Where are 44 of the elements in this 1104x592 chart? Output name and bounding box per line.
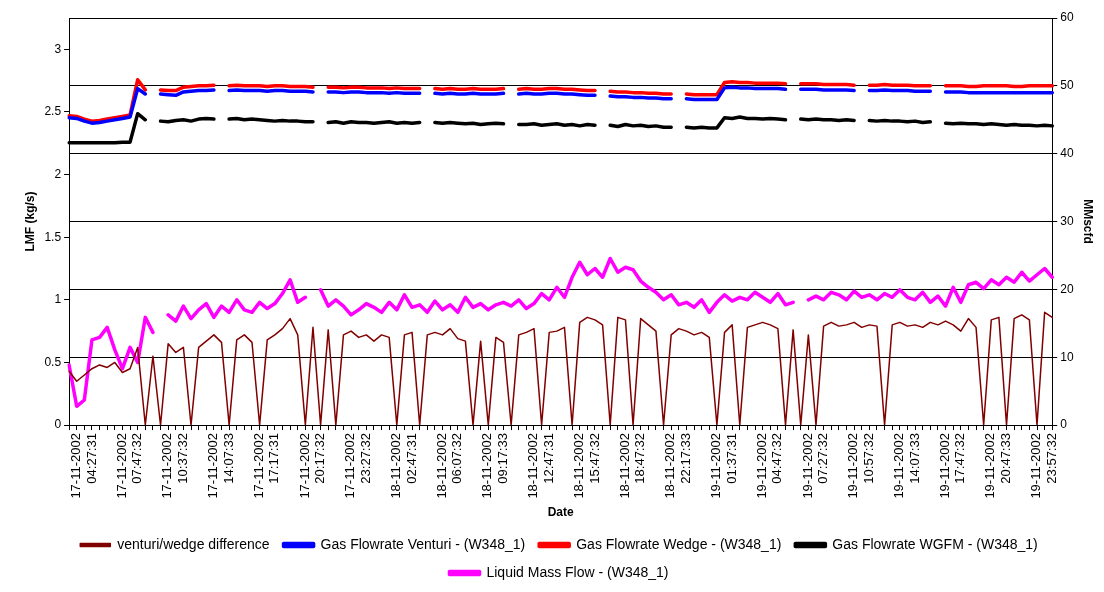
x-tick-label: 17-11-2002 10:37:32 [159,433,190,499]
x-tick-label: 19-11-2002 10:57:32 [845,433,876,499]
y-axis-title: LMF (kg/s) [22,191,37,252]
x-tick-label: 18-11-2002 15:47:32 [570,433,602,499]
legend-label: Gas Flowrate WGFM - (W348_1) [832,535,1038,552]
legend-label: Gas Flowrate Wedge - (W348_1) [576,535,782,552]
x-tick-label: 19-11-2002 04:47:32 [753,433,785,499]
x-tick-label: 19-11-2002 17:47:32 [936,433,968,499]
x-tick-label: 17-11-2002 14:07:33 [205,433,236,499]
y-tick-label: 1 [54,292,62,307]
y-tick-label: 1.5 [44,229,62,244]
y-tick-label: 2 [54,166,62,181]
y2-tick-label: 60 [1060,10,1074,25]
y-tick-label: 2.5 [44,104,62,119]
x-tick-label: 19-11-2002 20:47:33 [982,433,1014,499]
x-axis-title: Date [547,505,574,520]
legend-label: venturi/wedge difference [117,535,270,552]
y2-tick-label: 20 [1060,281,1074,296]
x-tick-label: 18-11-2002 02:47:31 [388,433,419,499]
x-tick-label: 17-11-2002 07:47:32 [113,433,145,499]
y2-tick-label: 30 [1060,213,1074,228]
x-tick-label: 18-11-2002 18:47:32 [616,433,648,499]
x-tick-label: 17-11-2002 04:27:31 [67,433,99,499]
x-tick-label: 19-11-2002 01:37:31 [708,433,739,499]
x-tick-label: 18-11-2002 09:17:33 [479,433,511,499]
x-tick-label: 17-11-2002 17:17:31 [250,433,282,499]
x-tick-label: 18-11-2002 06:07:32 [433,433,465,499]
y2-tick-label: 10 [1060,349,1074,364]
x-tick-label: 18-11-2002 12:47:31 [525,433,556,499]
x-tick-label: 19-11-2002 23:57:32 [1028,433,1059,499]
y2-tick-label: 50 [1060,78,1074,93]
y-tick-label: 0.5 [44,354,62,369]
x-tick-label: 17-11-2002 23:27:32 [342,433,373,499]
x-tick-label: 19-11-2002 14:07:33 [891,433,922,499]
legend-label: Gas Flowrate Venturi - (W348_1) [320,535,526,552]
x-tick-label: 19-11-2002 07:27:32 [799,433,831,499]
y2-axis-title: MMscfd [1081,199,1096,244]
y-tick-label: 3 [54,41,62,56]
x-tick-label: 17-11-2002 20:17:32 [296,433,328,499]
y-tick-label: 0 [54,417,62,432]
y2-tick-label: 0 [1060,417,1068,432]
legend-label: Liquid Mass Flow - (W348_1) [486,563,669,580]
x-tick-label: 18-11-2002 22:17:33 [662,433,693,499]
y2-tick-label: 40 [1060,146,1074,160]
